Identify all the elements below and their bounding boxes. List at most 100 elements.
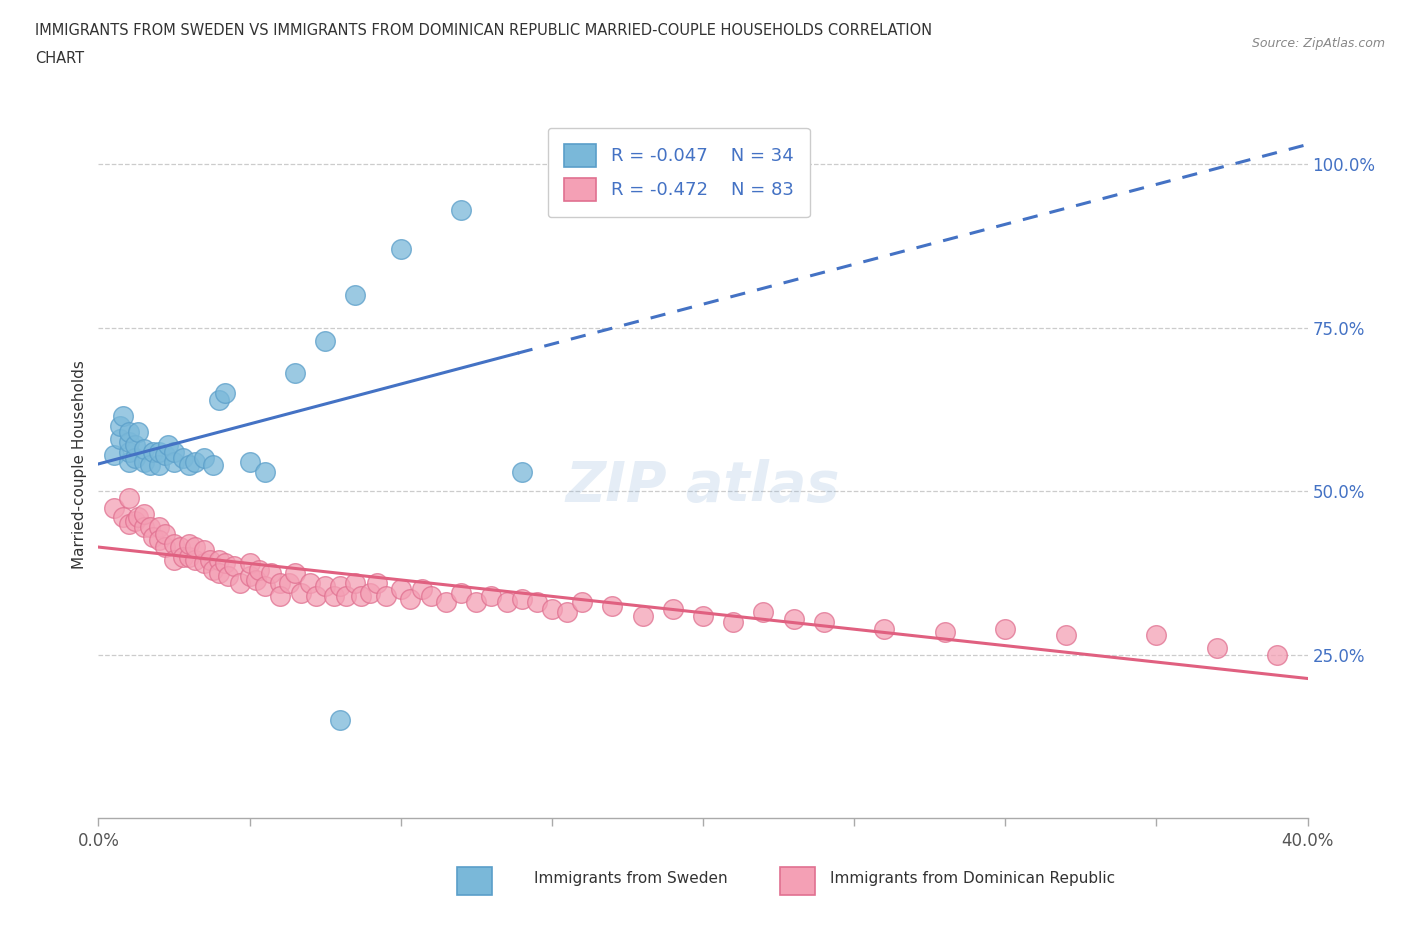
Point <box>305 589 328 604</box>
Point <box>344 287 367 302</box>
Point <box>148 520 170 535</box>
Point <box>172 451 194 466</box>
Point <box>224 559 246 574</box>
Text: ZIP atlas: ZIP atlas <box>565 459 841 513</box>
Point <box>103 500 125 515</box>
Point <box>269 576 291 591</box>
Point <box>398 591 420 606</box>
Point <box>118 434 141 449</box>
Point <box>934 624 956 639</box>
Point <box>450 585 472 600</box>
Point <box>153 526 176 541</box>
Point <box>214 556 236 571</box>
Point <box>200 552 222 567</box>
Point <box>142 445 165 459</box>
Point <box>193 556 215 571</box>
Point <box>148 533 170 548</box>
Point <box>481 589 503 604</box>
Point <box>179 550 201 565</box>
Point <box>323 589 346 604</box>
Point <box>314 578 336 593</box>
Point <box>284 565 307 580</box>
Point <box>202 458 225 472</box>
Point <box>434 595 457 610</box>
Point <box>127 510 149 525</box>
Point <box>723 615 745 630</box>
Point <box>277 576 299 591</box>
Point <box>193 451 215 466</box>
Point <box>1144 628 1167 643</box>
Point <box>555 604 578 619</box>
Text: Source: ZipAtlas.com: Source: ZipAtlas.com <box>1251 37 1385 50</box>
Point <box>329 578 352 593</box>
Point <box>411 582 433 597</box>
Legend: R = -0.047    N = 34, R = -0.472    N = 83: R = -0.047 N = 34, R = -0.472 N = 83 <box>548 127 810 218</box>
Point <box>108 432 131 446</box>
Point <box>510 464 533 479</box>
Point <box>163 552 186 567</box>
Point <box>142 529 165 544</box>
Point <box>118 490 141 505</box>
Point <box>389 582 412 597</box>
Point <box>994 621 1017 636</box>
Point <box>118 445 141 459</box>
Point <box>752 604 775 619</box>
Point <box>813 615 835 630</box>
Point <box>108 418 131 433</box>
Point <box>132 507 155 522</box>
Point <box>208 565 231 580</box>
Point <box>290 585 312 600</box>
Point <box>184 539 207 554</box>
Point <box>172 550 194 565</box>
Point <box>366 576 388 591</box>
Point <box>139 520 162 535</box>
Point <box>139 458 162 472</box>
Y-axis label: Married-couple Households: Married-couple Households <box>72 361 87 569</box>
Point <box>127 425 149 440</box>
Point <box>344 576 367 591</box>
Point <box>193 542 215 557</box>
Point <box>179 458 201 472</box>
Point <box>124 438 146 453</box>
Point <box>124 513 146 528</box>
Point <box>495 595 517 610</box>
Point <box>163 454 186 469</box>
Point <box>169 539 191 554</box>
Point <box>202 563 225 578</box>
Text: Immigrants from Dominican Republic: Immigrants from Dominican Republic <box>830 871 1115 886</box>
Text: CHART: CHART <box>35 51 84 66</box>
Point <box>148 458 170 472</box>
Point <box>873 621 896 636</box>
Point <box>465 595 488 610</box>
Point <box>314 333 336 348</box>
Text: Immigrants from Sweden: Immigrants from Sweden <box>534 871 728 886</box>
Point <box>420 589 443 604</box>
Point <box>602 598 624 613</box>
Point <box>153 539 176 554</box>
Point <box>148 445 170 459</box>
Point <box>132 441 155 456</box>
Point <box>360 585 382 600</box>
Point <box>229 576 252 591</box>
Point <box>118 516 141 531</box>
Point <box>179 536 201 551</box>
Point <box>208 392 231 407</box>
Point <box>374 589 396 604</box>
Point <box>111 510 134 525</box>
Point <box>335 589 357 604</box>
Point <box>184 454 207 469</box>
Point <box>260 565 283 580</box>
Point <box>284 365 307 380</box>
Point <box>631 608 654 623</box>
Point <box>526 595 548 610</box>
Point <box>208 552 231 567</box>
Point <box>118 454 141 469</box>
Point <box>163 536 186 551</box>
Point <box>329 712 352 727</box>
Point <box>253 464 276 479</box>
Point <box>783 611 806 626</box>
Point <box>299 576 322 591</box>
Point <box>450 203 472 218</box>
Point <box>124 451 146 466</box>
Point <box>389 242 412 257</box>
